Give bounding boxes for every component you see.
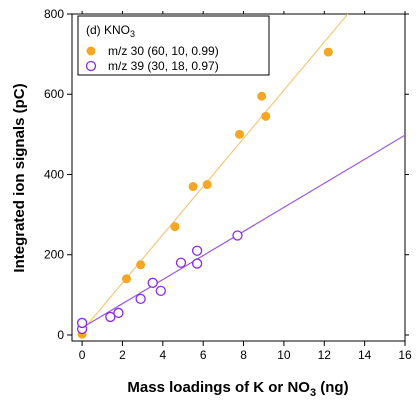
legend-marker-series-1 xyxy=(86,46,96,56)
data-point-series-1-4 xyxy=(170,222,180,232)
data-point-series-2-7 xyxy=(175,257,187,268)
y-axis-title: Integrated ion signals (pC) xyxy=(11,83,28,272)
legend: (d) KNO3 m/z 30 (60, 10, 0.99) m/z 39 (3… xyxy=(77,15,270,76)
data-point-series-1-5 xyxy=(188,182,198,192)
x-tick-label-0: 0 xyxy=(79,348,86,362)
data-point-series-2-2 xyxy=(105,311,116,323)
data-point-series-1-9 xyxy=(261,111,271,121)
x-tick-label-6: 12 xyxy=(318,348,332,362)
data-point-series-2-4 xyxy=(135,293,146,305)
data-point-series-2-1 xyxy=(76,317,88,329)
data-point-series-2-5 xyxy=(147,277,158,288)
y-tick-label-3: 600 xyxy=(44,87,64,101)
y-tick-label-0: 0 xyxy=(57,328,64,342)
data-point-series-2-9 xyxy=(191,258,203,269)
legend-box xyxy=(77,15,270,76)
data-point-series-1-3 xyxy=(136,260,146,270)
y-tick-label-4: 800 xyxy=(44,7,64,21)
data-point-series-1-8 xyxy=(257,91,267,101)
x-tick-label-7: 14 xyxy=(358,348,372,362)
data-point-series-1-7 xyxy=(235,129,245,139)
data-markers xyxy=(76,47,333,339)
legend-marker-series-2 xyxy=(85,60,97,72)
x-tick-label-5: 10 xyxy=(277,348,291,362)
fit-line-series-2 xyxy=(81,134,406,329)
data-point-series-2-8 xyxy=(191,245,203,256)
plot-frame xyxy=(71,13,406,342)
panel-label: (d) KNO3 xyxy=(86,23,135,39)
legend-label-series-1: m/z 30 (60, 10, 0.99) xyxy=(108,44,219,58)
data-point-series-1-2 xyxy=(121,274,131,284)
data-point-series-2-6 xyxy=(155,285,166,296)
y-tick-label-1: 200 xyxy=(44,248,64,262)
y-tick-label-2: 400 xyxy=(44,167,64,181)
data-point-series-2-3 xyxy=(113,307,124,319)
legend-label-series-2: m/z 39 (30, 18, 0.97) xyxy=(108,59,219,73)
x-tick-label-8: 16 xyxy=(398,348,412,362)
x-tick-label-1: 2 xyxy=(119,348,126,362)
data-point-series-1-10 xyxy=(323,47,333,57)
data-point-series-1-6 xyxy=(202,180,212,190)
data-point-series-2-10 xyxy=(232,230,243,241)
x-tick-label-4: 8 xyxy=(240,348,247,362)
axis-ticks: 0 2 4 6 8 10 12 14 16 0 200 400 600 800 xyxy=(44,7,412,362)
x-tick-label-2: 4 xyxy=(159,348,166,362)
x-tick-label-3: 6 xyxy=(200,348,207,362)
x-axis-title: Mass loadings of K or NO3 (ng) xyxy=(127,379,348,399)
